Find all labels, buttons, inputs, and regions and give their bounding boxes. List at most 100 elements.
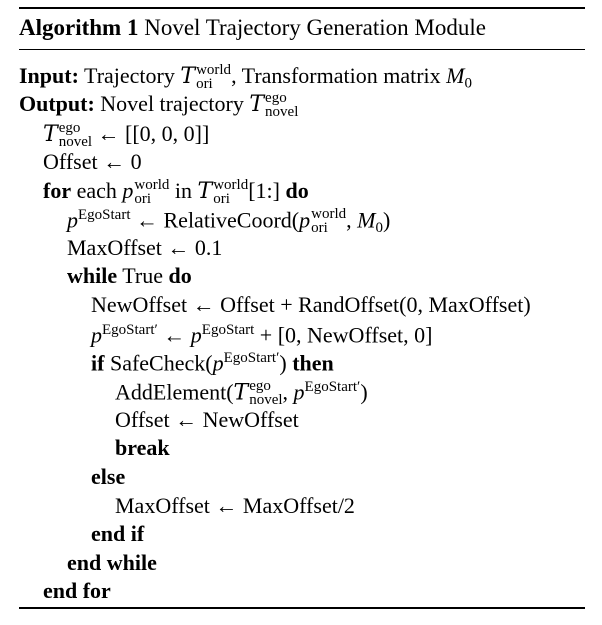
novel-trajectory-scripts: ego novel <box>58 120 93 150</box>
addelement-point-sup: EgoStart′ <box>304 379 361 395</box>
algo-line-5: MaxOffset ← 0.1 <box>67 237 222 259</box>
point-sub: ori <box>134 190 152 207</box>
addelement-trajectory: T <box>233 380 249 406</box>
algo-line-4: pEgoStart ← RelativeCoord(p world ori, M0) <box>67 206 391 237</box>
egostart-prime-symbol: p <box>91 322 102 348</box>
input-trajectory-sup: world <box>196 62 232 78</box>
novel-trajectory-symbol: T <box>43 122 58 147</box>
input-matrix-symbol: M <box>446 63 465 88</box>
point-sup: world <box>134 177 170 193</box>
for-keyword: for <box>43 178 72 203</box>
relativecoord-arg-sup: world <box>311 206 347 223</box>
relativecoord-arg-scripts: world ori <box>311 206 347 237</box>
assign-arrow: ← <box>163 322 191 348</box>
output-keyword: Output: <box>19 91 95 116</box>
addelement-close: ) <box>360 379 368 405</box>
input-text-2: , Transformation matrix <box>231 63 441 88</box>
addelement-trajectory-scripts: ego novel <box>249 378 283 409</box>
egostart-point-symbol: p <box>67 207 78 233</box>
input-trajectory-scripts: world ori <box>196 62 232 92</box>
algo-line-7: NewOffset ← Offset + RandOffset(0, MaxOf… <box>91 294 531 316</box>
algo-line-17: end for <box>43 580 111 602</box>
output-trajectory-sup: ego <box>265 90 287 106</box>
safecheck-call: SafeCheck( <box>109 350 213 376</box>
output-trajectory-symbol: T <box>249 92 265 117</box>
trajectory-sub: ori <box>213 190 230 207</box>
while-do-keyword: do <box>168 263 192 288</box>
if-keyword: if <box>91 350 105 376</box>
relativecoord-close: ) <box>382 207 391 233</box>
line-2-text: Offset ← 0 <box>43 149 142 174</box>
line-7-text: NewOffset ← Offset + RandOffset(0, MaxOf… <box>91 292 531 317</box>
relativecoord-matrix: M <box>357 207 376 233</box>
break-keyword: break <box>115 435 170 460</box>
addelement-call: AddElement( <box>115 379 234 405</box>
algo-line-13: else <box>91 466 125 488</box>
input-trajectory-sub: ori <box>196 75 213 92</box>
end-for-keyword: end for <box>43 578 111 603</box>
in-text: in <box>174 178 193 203</box>
top-rule <box>19 7 585 9</box>
true-text: True <box>122 263 163 288</box>
egostart-sup: EgoStart <box>78 207 131 223</box>
algo-line-8: pEgoStart′ ← pEgoStart + [0, NewOffset, … <box>91 323 432 346</box>
algorithm-title: Novel Trajectory Generation Module <box>144 15 486 40</box>
egostart-symbol: p <box>190 322 202 348</box>
addelement-trajectory-sub: novel <box>249 392 283 409</box>
algo-line-14: MaxOffset ← MaxOffset/2 <box>115 495 355 517</box>
input-matrix-sub: 0 <box>464 75 473 92</box>
bottom-rule <box>19 607 585 609</box>
line-5-text: MaxOffset ← 0.1 <box>67 235 223 260</box>
egostart-prime-sup: EgoStart′ <box>102 322 158 338</box>
safecheck-arg-point: p <box>212 350 224 376</box>
output-text: Novel trajectory <box>100 91 244 116</box>
point-scripts: world ori <box>134 177 170 207</box>
caption-rule <box>19 49 585 50</box>
relativecoord-arg-sub: ori <box>311 220 328 237</box>
safecheck-arg-sup: EgoStart′ <box>223 350 280 366</box>
safecheck-close: ) <box>279 350 287 376</box>
line-11-text: Offset ← NewOffset <box>115 407 299 432</box>
point-symbol: p <box>122 178 134 203</box>
relativecoord-call: ← RelativeCoord( <box>136 207 300 233</box>
line-8-rest: + [0, NewOffset, 0] <box>259 322 433 348</box>
algo-line-2: Offset ← 0 <box>43 151 142 173</box>
novel-trajectory-sub: novel <box>58 133 93 150</box>
addelement-comma: , <box>282 379 294 405</box>
line-1-rhs: ← [[0, 0, 0]] <box>97 121 210 146</box>
relativecoord-comma: , <box>346 207 358 233</box>
algo-line-9: if SafeCheck(pEgoStart′) then <box>91 351 334 374</box>
egostart-sup-2: EgoStart <box>201 322 255 338</box>
else-keyword: else <box>91 464 126 489</box>
novel-trajectory-sup: ego <box>58 120 81 136</box>
algo-line-6: while True do <box>67 265 192 287</box>
output-trajectory-scripts: ego novel <box>265 90 299 120</box>
relativecoord-matrix-sub: 0 <box>375 219 383 236</box>
algo-line-12: break <box>115 437 170 459</box>
trajectory-sup: world <box>213 177 249 193</box>
while-keyword: while <box>67 263 118 288</box>
input-trajectory-symbol: T <box>180 64 196 89</box>
addelement-trajectory-sup: ego <box>249 378 271 395</box>
end-if-keyword: end if <box>91 521 145 546</box>
each-text: each <box>76 178 117 203</box>
trajectory-scripts: world ori <box>213 177 249 207</box>
algo-line-10: AddElement(T ego novel, pEgoStart′) <box>115 378 368 409</box>
then-keyword: then <box>292 350 334 376</box>
algo-line-15: end if <box>91 523 144 545</box>
do-keyword: do <box>285 178 309 203</box>
addelement-point: p <box>293 379 305 405</box>
line-14-text: MaxOffset ← MaxOffset/2 <box>115 493 355 518</box>
input-keyword: Input: <box>19 63 79 88</box>
trajectory-symbol: T <box>197 179 213 204</box>
output-trajectory-sub: novel <box>265 103 299 120</box>
slice-text: [1:] <box>248 178 280 203</box>
end-while-keyword: end while <box>67 550 157 575</box>
algo-line-11: Offset ← NewOffset <box>115 409 299 431</box>
input-text: Trajectory <box>84 63 175 88</box>
algorithm-number: Algorithm 1 <box>19 15 139 40</box>
algorithm-caption: Algorithm 1 Novel Trajectory Generation … <box>19 16 486 39</box>
